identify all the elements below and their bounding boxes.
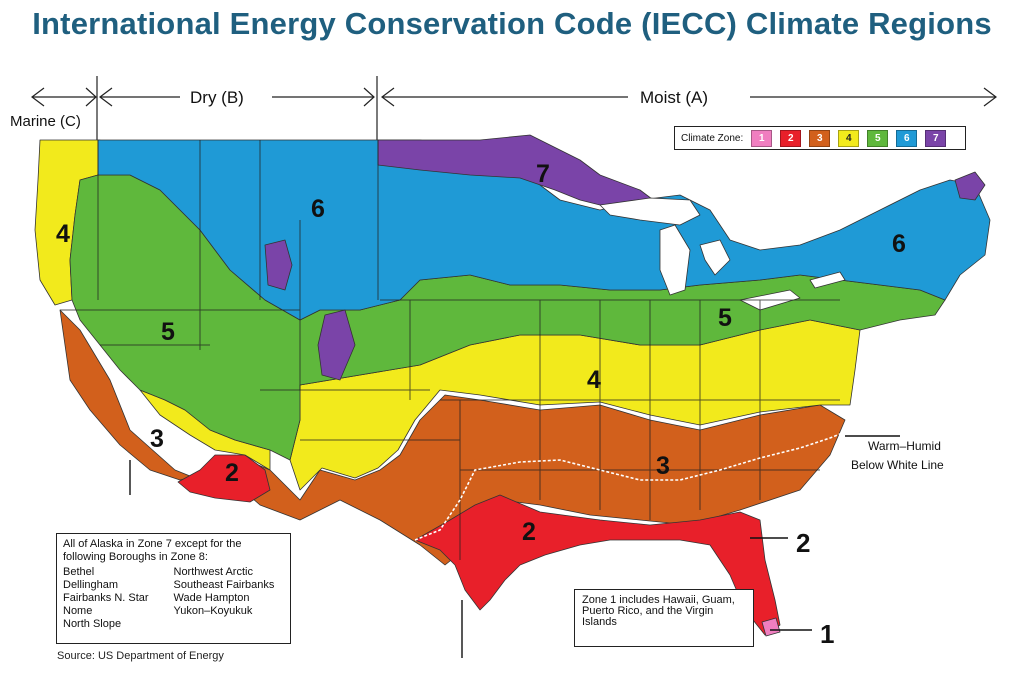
borough-item: Fairbanks N. Star (63, 592, 149, 604)
zone-2-arizona-region (177, 454, 271, 503)
zone-1-note-box: Zone 1 includes Hawaii, Guam, Puerto Ric… (574, 589, 754, 647)
great-lakes (599, 197, 846, 311)
borough-item: Wade Hampton (173, 592, 250, 604)
legend-label: Climate Zone: (681, 132, 744, 144)
regime-arrows (31, 76, 997, 140)
zone-label-3-east: 3 (656, 452, 670, 480)
alaska-note-intro: All of Alaska in Zone 7 except for the f… (63, 538, 242, 563)
callout-pointers (129, 435, 900, 658)
borough-item: Yukon–Koyukuk (173, 605, 253, 617)
alaska-boroughs-right: Northwest Arctic Southeast Fairbanks Wad… (174, 566, 285, 631)
borough-item: Dellingham (63, 579, 119, 591)
zone-label-6-west: 6 (311, 195, 325, 223)
keys-zone-callout: 1 (820, 619, 834, 649)
zone-label-5-west: 5 (161, 318, 175, 346)
borough-item: Nome (63, 605, 93, 617)
zone-label-4-east: 4 (587, 366, 601, 394)
zone-1-region (761, 617, 781, 637)
zone-label-6-east: 6 (892, 230, 906, 258)
climate-zone-legend: Climate Zone: 1 2 3 4 5 6 7 (674, 126, 966, 150)
legend-swatch-zone-5: 5 (867, 129, 889, 147)
zone-7-colorado-region (317, 309, 356, 381)
zone-label-5-east: 5 (718, 304, 732, 332)
alaska-boroughs-left: Bethel Dellingham Fairbanks N. Star Nome… (63, 566, 174, 631)
marine-regime-label: Marine (C) (10, 113, 81, 130)
zone-label-2-arizona: 2 (225, 459, 239, 487)
map-title: International Energy Conservation Code (… (32, 6, 992, 41)
legend-swatch-zone-6: 6 (896, 129, 918, 147)
zone-label-3-west: 3 (150, 425, 164, 453)
borough-item: North Slope (63, 618, 122, 630)
zone-7-wyoming-region (264, 239, 293, 291)
zone-3-region (59, 309, 846, 566)
legend-swatch-zone-2: 2 (780, 129, 802, 147)
source-credit: Source: US Department of Energy (57, 650, 224, 662)
borough-item: Southeast Fairbanks (173, 579, 275, 591)
warm-humid-label: Warm–Humid (868, 439, 941, 453)
zone-7-maine-region (954, 171, 986, 201)
legend-swatch-zone-4: 4 (838, 129, 860, 147)
legend-swatch-zone-7: 7 (925, 129, 947, 147)
alaska-note-box: All of Alaska in Zone 7 except for the f… (56, 533, 291, 644)
florida-zone-callout: 2 (796, 528, 810, 558)
borough-item: Bethel (63, 566, 95, 578)
warm-humid-sublabel: Below White Line (851, 458, 944, 472)
borough-item: Northwest Arctic (173, 566, 253, 578)
zone-regions (34, 134, 991, 637)
legend-swatch-zone-3: 3 (809, 129, 831, 147)
state-boundaries (60, 140, 840, 560)
dry-regime-label: Dry (B) (190, 88, 244, 107)
legend-swatch-zone-1: 1 (751, 129, 773, 147)
zone-label-2-texas: 2 (522, 518, 536, 546)
moist-regime-label: Moist (A) (640, 88, 708, 107)
zone-label-7: 7 (536, 160, 550, 188)
zone-label-4-west: 4 (56, 220, 70, 248)
warm-humid-boundary-line (414, 431, 846, 541)
